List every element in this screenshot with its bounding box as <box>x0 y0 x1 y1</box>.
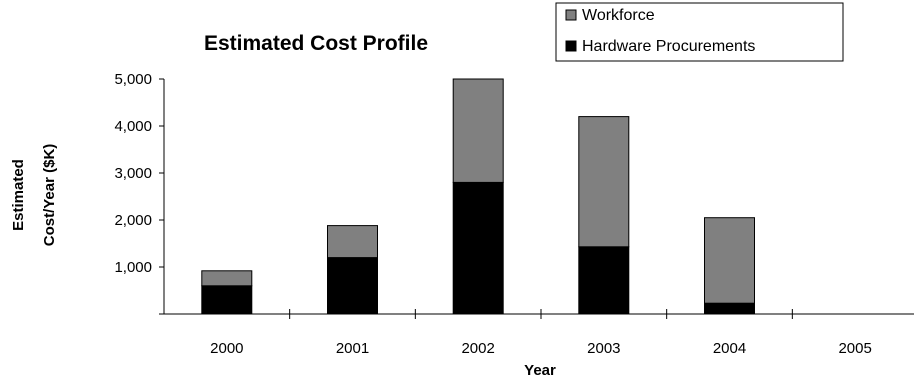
legend-swatch-workforce <box>565 9 577 21</box>
bar-workforce-2003 <box>578 116 630 248</box>
legend-box <box>555 2 844 62</box>
x-tick-label-2000: 2000 <box>210 340 243 357</box>
y-tick-label-3000: 3,000 <box>114 165 152 182</box>
bar-hardware-procurements-2001 <box>327 257 378 315</box>
y-axis-label: Estimated Cost/Year ($K) <box>10 144 58 247</box>
x-tick-label-2003: 2003 <box>587 340 620 357</box>
y-tick-label-5000: 5,000 <box>114 71 152 88</box>
bar-workforce-2004 <box>704 217 755 304</box>
x-tick-label-2001: 2001 <box>336 340 369 357</box>
bar-workforce-2001 <box>327 225 378 259</box>
legend-label-workforce: Workforce <box>582 7 655 24</box>
x-axis-label: Year <box>524 362 556 379</box>
bar-workforce-2000 <box>201 270 253 287</box>
chart-title: Estimated Cost Profile <box>204 32 428 55</box>
y-tick-label-4000: 4,000 <box>114 118 152 135</box>
legend-swatch-hardware <box>565 40 577 52</box>
y-axis-label-line-2: Cost/Year ($K) <box>41 144 58 247</box>
x-tick-label-2005: 2005 <box>838 340 871 357</box>
bar-workforce-2002 <box>452 78 504 183</box>
bar-hardware-procurements-2000 <box>201 285 253 315</box>
bar-hardware-procurements-2002 <box>452 181 504 315</box>
axes: 1,000 2,000 3,000 4,000 5,000 2000 2001 2002 200… <box>114 71 914 357</box>
y-tick-label-1000: 1,000 <box>114 259 152 276</box>
x-tick-label-2002: 2002 <box>461 340 494 357</box>
bar-hardware-procurements-2004 <box>704 302 755 315</box>
bars <box>201 78 755 315</box>
legend: Workforce Hardware Procurements <box>555 2 844 62</box>
legend-label-hardware: Hardware Procurements <box>582 38 755 55</box>
x-tick-label-2004: 2004 <box>713 340 746 357</box>
y-axis-label-line-1: Estimated <box>10 159 27 231</box>
bar-hardware-procurements-2003 <box>578 246 630 315</box>
y-tick-label-2000: 2,000 <box>114 212 152 229</box>
